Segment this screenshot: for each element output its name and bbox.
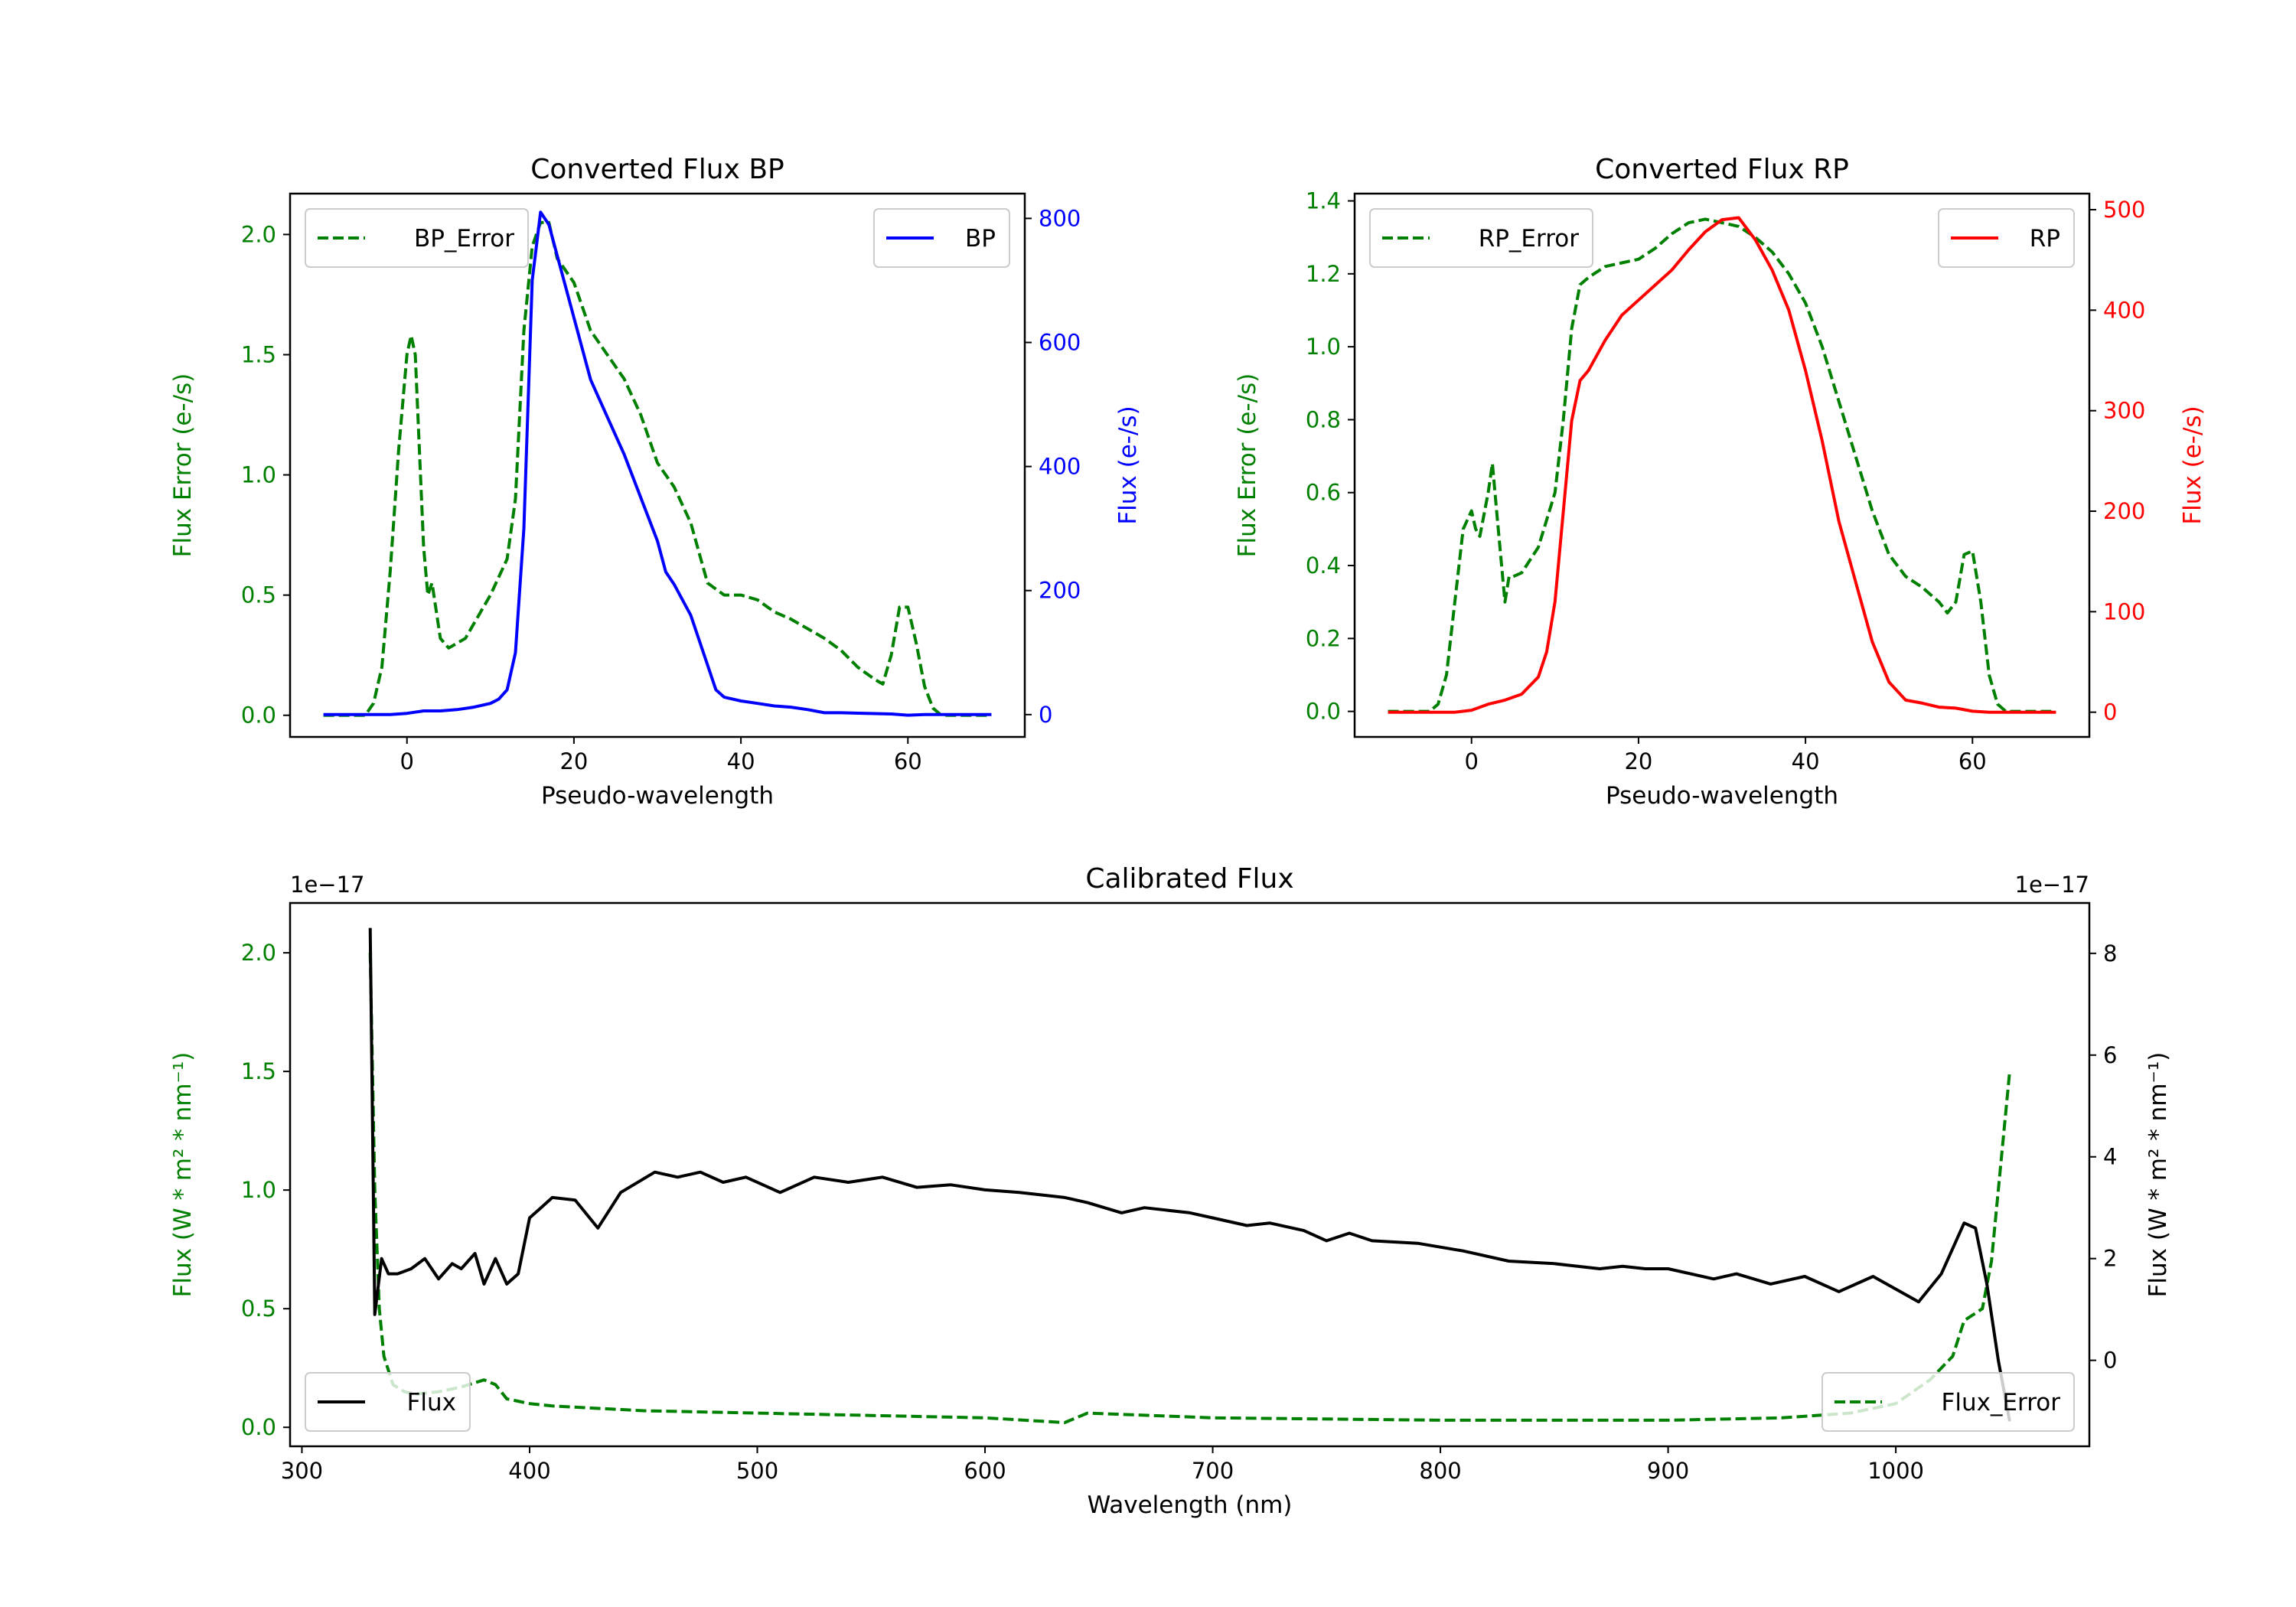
right-y-tick-label: 400: [2103, 297, 2145, 323]
left-y-tick-label: 0.0: [1306, 699, 1341, 725]
axes-frame: [289, 192, 1026, 738]
left-y-tick-label: 1.2: [1306, 261, 1341, 287]
right-y-axis-label: Flux (W * m² * nm⁻¹): [2144, 1052, 2172, 1298]
legend-box: [1938, 208, 2075, 268]
left-y-tick-label: 2.0: [241, 940, 276, 966]
axes-frame: [1353, 192, 2091, 738]
legend-label: Flux_Error: [1942, 1389, 2061, 1416]
x-tick-label: 40: [1792, 748, 1820, 774]
legend-label: RP: [2030, 225, 2060, 253]
left-y-tick-label: 0.5: [241, 582, 276, 608]
x-tick-label: 60: [1958, 748, 1987, 774]
right-y-tick-label: 6: [2103, 1042, 2117, 1068]
left-y-tick-label: 1.4: [1306, 188, 1341, 214]
left-y-tick-label: 0.0: [241, 702, 276, 729]
left-y-tick-label: 0.4: [1306, 553, 1341, 579]
left-y-tick-label: 1.0: [1306, 334, 1341, 360]
x-tick-label: 300: [281, 1458, 323, 1484]
legend-Flux: Flux: [305, 1372, 471, 1432]
left-y-tick-label: 0.8: [1306, 406, 1341, 432]
x-tick-label: 400: [508, 1458, 550, 1484]
legend-BP: BP: [873, 208, 1010, 268]
left-offset-text: 1e−17: [290, 872, 365, 898]
right-y-tick-label: 800: [1039, 205, 1081, 231]
legend-RP_Error: RP_Error: [1369, 208, 1593, 268]
left-y-axis-label: Flux Error (e-/s): [169, 373, 197, 558]
right-y-tick-label: 300: [2103, 398, 2145, 424]
series-line-Flux_Error: [368, 953, 2011, 1424]
axes-frame: [289, 901, 2091, 1448]
x-tick-label: 60: [894, 748, 922, 774]
legend-label: BP: [965, 225, 996, 253]
x-tick-label: 900: [1647, 1458, 1689, 1484]
left-y-tick-label: 1.5: [241, 1058, 276, 1084]
right-y-tick-label: 200: [2103, 498, 2145, 524]
chart-0: Converted Flux BP 0 20 40 60 Pseudo-wavelengt…: [169, 154, 1142, 810]
x-tick-label: 700: [1192, 1458, 1234, 1484]
right-y-tick-label: 0: [1039, 702, 1052, 728]
right-y-tick-label: 400: [1039, 454, 1081, 480]
x-tick-label: 0: [400, 748, 414, 774]
series-line-BP: [323, 210, 992, 717]
x-tick-label: 1000: [1867, 1458, 1924, 1484]
chart-1: Converted Flux RP 0 20 40 60 Pseudo-wavelengt…: [1234, 154, 2206, 810]
legend-box: [305, 1372, 471, 1432]
legend-box: [1369, 208, 1593, 268]
left-y-tick-label: 0.5: [241, 1296, 276, 1322]
right-y-axis-label: Flux (e-/s): [1114, 406, 1142, 524]
left-y-tick-label: 0.2: [1306, 625, 1341, 651]
series-line-RP: [1388, 216, 2056, 714]
left-y-tick-label: 2.0: [241, 221, 276, 247]
x-tick-label: 20: [559, 748, 588, 774]
right-y-axis-label: Flux (e-/s): [2179, 406, 2206, 524]
legend-box: [1821, 1372, 2075, 1432]
right-y-tick-label: 500: [2103, 197, 2145, 223]
left-y-axis-label: Flux (W * m² * nm⁻¹): [169, 1052, 197, 1298]
left-y-tick-label: 1.0: [241, 1177, 276, 1203]
right-y-tick-label: 2: [2103, 1246, 2117, 1272]
legend-RP: RP: [1938, 208, 2075, 268]
right-y-tick-label: 600: [1039, 330, 1081, 356]
chart-title: Converted Flux RP: [1595, 154, 1849, 185]
x-tick-label: 500: [736, 1458, 778, 1484]
legend-label: RP_Error: [1479, 225, 1580, 253]
x-tick-label: 40: [727, 748, 755, 774]
x-axis-label: Pseudo-wavelength: [1606, 782, 1838, 810]
x-tick-label: 600: [964, 1458, 1006, 1484]
legend-label: Flux: [407, 1389, 456, 1416]
left-y-tick-label: 1.5: [241, 341, 276, 367]
x-tick-label: 800: [1419, 1458, 1461, 1484]
x-axis-label: Pseudo-wavelength: [541, 782, 774, 810]
right-y-tick-label: 0: [2103, 699, 2117, 725]
series-line-RP_Error: [1388, 217, 2056, 713]
legend-box: [305, 208, 529, 268]
right-offset-text: 1e−17: [2015, 872, 2090, 898]
left-y-tick-label: 0.6: [1306, 480, 1341, 506]
legend-label: BP_Error: [414, 225, 514, 253]
legend-BP_Error: BP_Error: [305, 208, 529, 268]
right-y-tick-label: 100: [2103, 598, 2145, 624]
left-y-tick-label: 0.0: [241, 1414, 276, 1440]
right-y-tick-label: 200: [1039, 578, 1081, 604]
series-line-Flux: [368, 927, 2011, 1422]
series-line-BP_Error: [323, 220, 992, 717]
legend-box: [873, 208, 1010, 268]
x-tick-label: 0: [1465, 748, 1479, 774]
left-y-axis-label: Flux Error (e-/s): [1234, 373, 1261, 558]
right-y-tick-label: 4: [2103, 1144, 2117, 1170]
chart-title: Converted Flux BP: [530, 154, 784, 185]
chart-2: Calibrated Flux 300 400 500 600 700 800 900 1000…: [169, 863, 2172, 1519]
x-tick-label: 20: [1624, 748, 1652, 774]
legend-Flux_Error: Flux_Error: [1821, 1372, 2075, 1432]
right-y-tick-label: 0: [2103, 1348, 2117, 1374]
x-axis-label: Wavelength (nm): [1088, 1491, 1293, 1519]
left-y-tick-label: 1.0: [241, 462, 276, 488]
chart-title: Calibrated Flux: [1085, 863, 1293, 895]
right-y-tick-label: 8: [2103, 940, 2117, 966]
